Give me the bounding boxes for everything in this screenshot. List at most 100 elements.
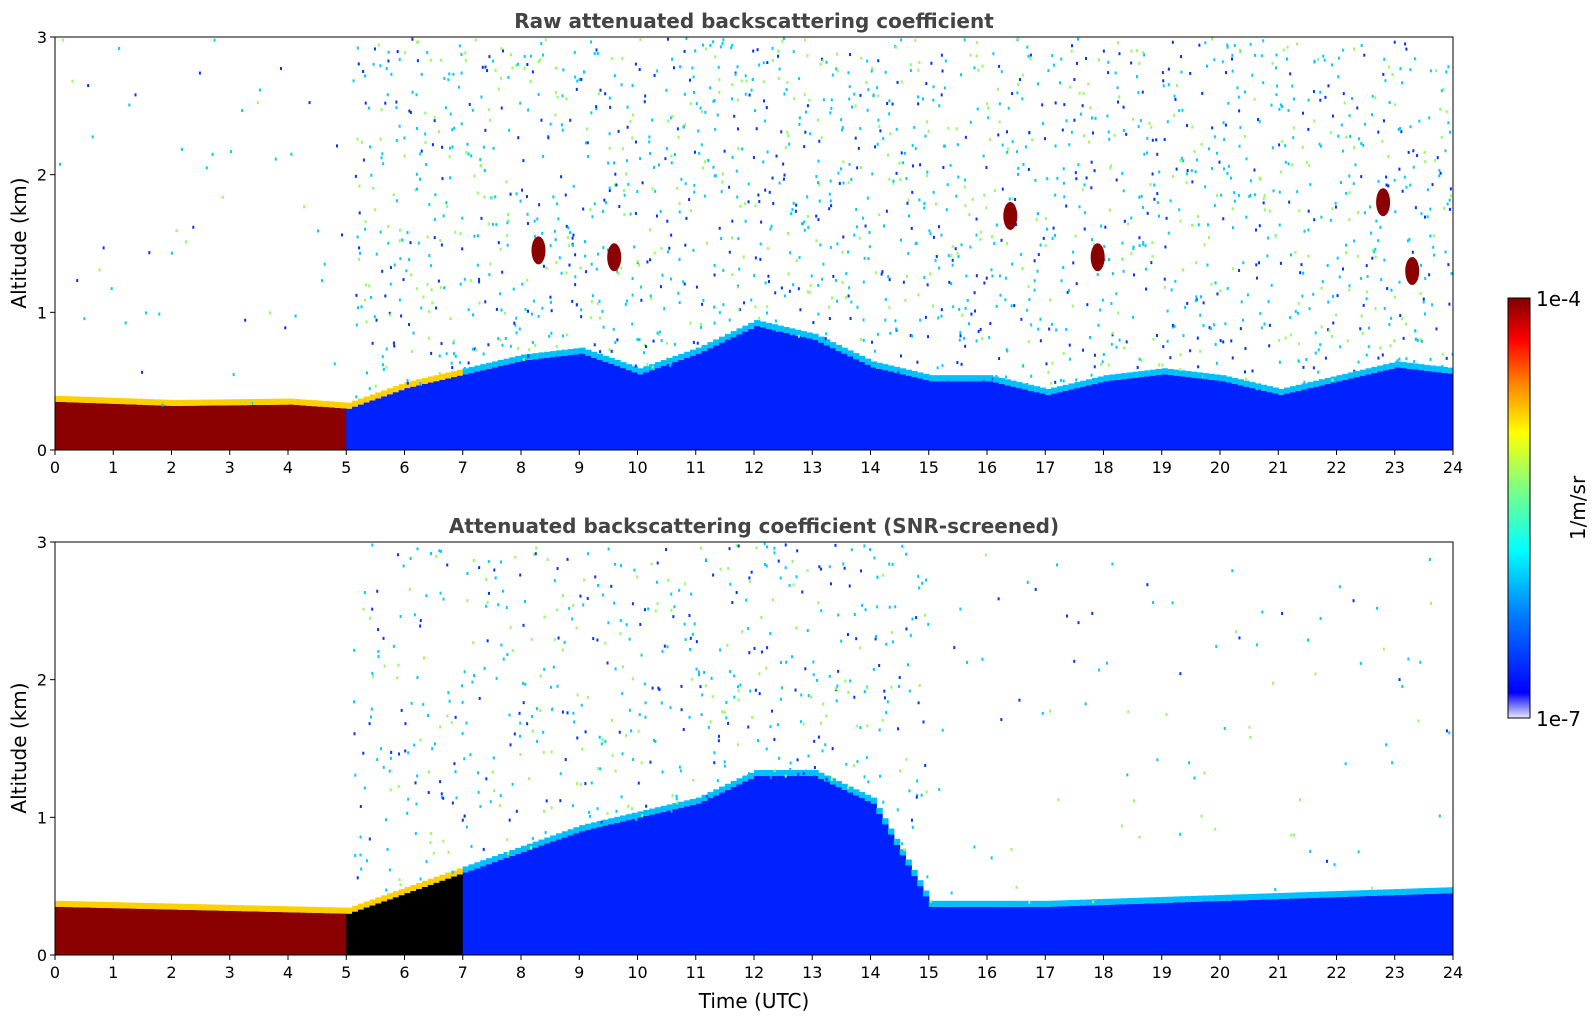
backscatter-fringe (1167, 896, 1174, 903)
y-tick-label: 3 (37, 28, 47, 47)
backscatter-fringe (736, 778, 743, 785)
backscatter-fringe (1086, 379, 1093, 386)
noise-speckle (806, 214, 809, 218)
noise-speckle (656, 602, 659, 606)
noise-speckle (543, 615, 546, 619)
noise-speckle (449, 146, 452, 150)
noise-speckle (975, 54, 978, 58)
noise-speckle (1138, 236, 1141, 240)
noise-speckle (1292, 126, 1295, 130)
noise-speckle (449, 112, 452, 116)
noise-speckle (1383, 306, 1386, 310)
noise-speckle (1213, 204, 1216, 208)
noise-speckle (402, 564, 405, 568)
backscatter-column (637, 817, 644, 955)
noise-speckle (128, 103, 131, 107)
backscatter-column (777, 776, 784, 955)
backscatter-column (1068, 389, 1075, 450)
backscatter-column (1412, 894, 1419, 955)
noise-speckle (957, 255, 960, 259)
noise-speckle (692, 340, 695, 344)
backscatter-fringe (649, 808, 656, 815)
noise-speckle (1126, 773, 1129, 777)
noise-speckle (1391, 761, 1394, 765)
backscatter-column (1080, 386, 1087, 450)
noise-speckle (1222, 217, 1225, 221)
noise-speckle (653, 74, 656, 78)
noise-speckle (1268, 344, 1271, 348)
noise-speckle (728, 250, 731, 254)
noise-speckle (836, 689, 839, 693)
noise-speckle (854, 136, 857, 140)
noise-speckle (914, 147, 917, 151)
noise-speckle (1202, 324, 1205, 328)
noise-speckle (950, 282, 953, 286)
noise-speckle (1241, 318, 1244, 322)
backscatter-fringe (823, 339, 831, 346)
noise-speckle (634, 211, 637, 215)
noise-speckle (439, 591, 442, 595)
noise-speckle (817, 283, 820, 287)
noise-speckle (842, 562, 845, 566)
noise-speckle (396, 676, 399, 680)
noise-speckle (890, 685, 893, 689)
noise-speckle (652, 339, 655, 343)
noise-speckle (703, 194, 706, 198)
noise-speckle (388, 769, 391, 773)
backscatter-fringe (241, 399, 248, 406)
noise-speckle (756, 48, 759, 52)
noise-speckle (1200, 295, 1203, 299)
backscatter-fringe (783, 326, 790, 333)
x-tick-label: 11 (686, 458, 706, 477)
backscatter-fringe (550, 351, 557, 358)
noise-speckle (692, 91, 695, 95)
noise-speckle (649, 294, 652, 298)
backscatter-fringe (1103, 375, 1110, 382)
noise-speckle (1068, 143, 1071, 147)
backscatter-column (55, 401, 62, 450)
noise-speckle (1186, 124, 1189, 128)
noise-speckle (389, 282, 392, 286)
noise-speckle (550, 309, 553, 313)
backscatter-fringe (806, 332, 813, 339)
noise-speckle (290, 152, 293, 156)
noise-speckle (1426, 215, 1429, 219)
noise-speckle (461, 216, 464, 220)
noise-speckle (621, 57, 624, 61)
noise-speckle (1429, 69, 1432, 73)
noise-speckle (590, 300, 593, 304)
backscatter-column (841, 353, 848, 450)
noise-speckle (1028, 130, 1031, 134)
noise-speckle (1130, 251, 1133, 255)
noise-speckle (610, 718, 613, 722)
noise-speckle (458, 85, 461, 89)
backscatter-column (742, 781, 749, 955)
noise-speckle (721, 710, 724, 714)
noise-speckle (665, 88, 668, 92)
noise-speckle (1299, 271, 1302, 275)
noise-speckle (1015, 885, 1018, 889)
backscatter-fringe (981, 375, 988, 382)
backscatter-column (223, 405, 231, 450)
noise-speckle (1400, 130, 1403, 134)
noise-speckle (1326, 264, 1329, 268)
backscatter-fringe (445, 872, 452, 879)
noise-speckle (1035, 217, 1038, 221)
noise-speckle (710, 676, 713, 680)
noise-speckle (551, 708, 554, 712)
noise-speckle (1259, 312, 1262, 316)
noise-speckle (499, 292, 502, 296)
noise-speckle (1286, 45, 1289, 49)
noise-speckle (621, 147, 624, 151)
backscatter-column (1196, 901, 1204, 955)
noise-speckle (969, 53, 972, 57)
noise-speckle (554, 91, 557, 95)
noise-speckle (1088, 140, 1091, 144)
noise-speckle (918, 61, 921, 65)
noise-speckle (766, 646, 769, 650)
noise-speckle (1272, 681, 1275, 685)
noise-speckle (527, 108, 530, 112)
backscatter-fringe (940, 375, 947, 382)
noise-speckle (420, 306, 423, 310)
backscatter-fringe (631, 366, 639, 373)
